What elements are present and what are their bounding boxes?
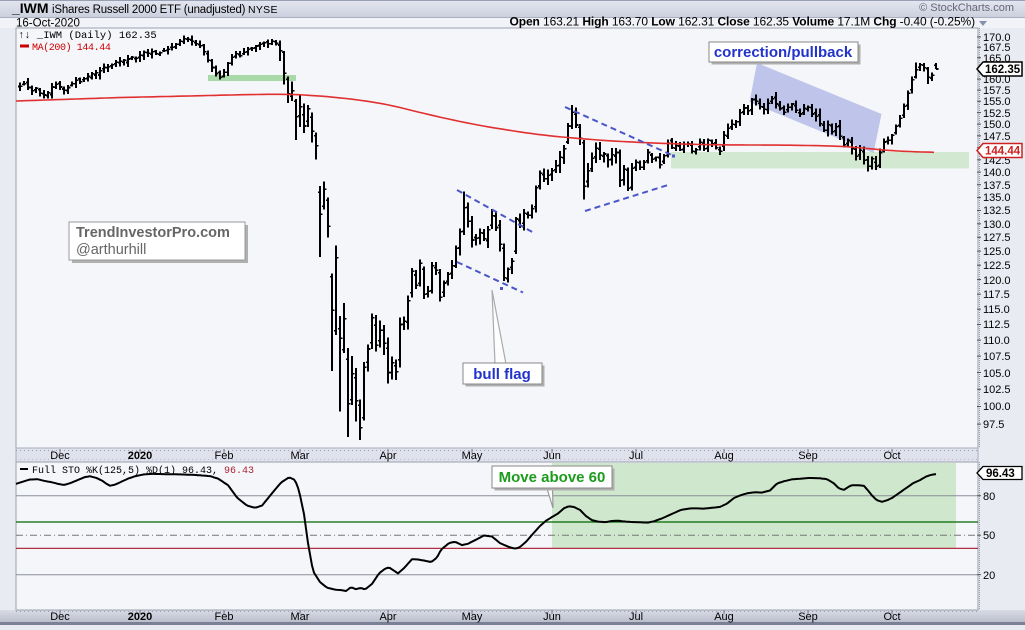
svg-text:Mar: Mar — [291, 450, 310, 462]
svg-text:Full STO %K(125,5) %D(1) 96.43: Full STO %K(125,5) %D(1) 96.43, 96.43 — [32, 465, 254, 477]
svg-text:Jul: Jul — [629, 450, 643, 462]
svg-text:16-Oct-2020: 16-Oct-2020 — [16, 18, 80, 30]
svg-text:140.0: 140.0 — [983, 167, 1011, 179]
svg-text:132.5: 132.5 — [983, 205, 1011, 217]
svg-text:Sep: Sep — [798, 611, 818, 623]
svg-text:50: 50 — [983, 530, 995, 542]
svg-text:96.43: 96.43 — [986, 468, 1015, 480]
svg-text:135.0: 135.0 — [983, 192, 1011, 204]
svg-text:Feb: Feb — [215, 450, 234, 462]
svg-text:Apr: Apr — [379, 611, 396, 623]
svg-text:120.0: 120.0 — [983, 275, 1011, 287]
svg-text:2020: 2020 — [128, 450, 152, 462]
svg-text:Sep: Sep — [798, 450, 818, 462]
svg-text:127.5: 127.5 — [983, 232, 1011, 244]
svg-text:130.0: 130.0 — [983, 219, 1011, 231]
svg-text:_IWM: _IWM — [11, 0, 49, 16]
svg-text:MA(200) 144.44: MA(200) 144.44 — [32, 42, 111, 54]
svg-text:105.0: 105.0 — [983, 368, 1011, 380]
svg-text:Mar: Mar — [291, 611, 310, 623]
svg-text:Open 163.21 High 163.70 Low 16: Open 163.21 High 163.70 Low 162.31 Close… — [509, 15, 975, 29]
svg-text:2020: 2020 — [128, 611, 152, 623]
svg-text:Feb: Feb — [215, 611, 234, 623]
svg-text:© StockCharts.com: © StockCharts.com — [919, 2, 1014, 14]
svg-text:157.5: 157.5 — [983, 85, 1011, 97]
svg-text:137.5: 137.5 — [983, 180, 1011, 192]
svg-text:125.0: 125.0 — [983, 246, 1011, 258]
svg-text:150.0: 150.0 — [983, 119, 1011, 131]
svg-text:TrendInvestorPro.com: TrendInvestorPro.com — [76, 225, 230, 241]
svg-text:Jun: Jun — [543, 450, 561, 462]
svg-text:20: 20 — [983, 570, 995, 582]
svg-text:Apr: Apr — [379, 450, 396, 462]
svg-text:155.0: 155.0 — [983, 96, 1011, 108]
svg-text:97.5: 97.5 — [983, 419, 1004, 431]
svg-text:107.5: 107.5 — [983, 351, 1011, 363]
svg-text:bull flag: bull flag — [473, 366, 531, 383]
svg-text:Move above 60: Move above 60 — [499, 469, 606, 486]
svg-text:162.35: 162.35 — [985, 64, 1021, 76]
svg-text:117.5: 117.5 — [983, 289, 1010, 301]
svg-text:NYSE: NYSE — [248, 4, 278, 16]
svg-text:152.5: 152.5 — [983, 108, 1011, 120]
svg-text:112.5: 112.5 — [983, 319, 1010, 331]
svg-text:144.44: 144.44 — [985, 146, 1021, 158]
svg-text:Oct: Oct — [883, 450, 900, 462]
svg-text:correction/pullback: correction/pullback — [714, 44, 853, 61]
svg-text:122.5: 122.5 — [983, 260, 1011, 272]
svg-text:100.0: 100.0 — [983, 401, 1011, 413]
svg-text:102.5: 102.5 — [983, 384, 1011, 396]
svg-text:147.5: 147.5 — [983, 131, 1011, 143]
svg-text:170.0: 170.0 — [983, 32, 1011, 44]
svg-text:Jul: Jul — [629, 611, 643, 623]
svg-text:Oct: Oct — [883, 611, 900, 623]
svg-text:Aug: Aug — [714, 450, 734, 462]
svg-text:167.5: 167.5 — [983, 42, 1011, 54]
svg-text:80: 80 — [983, 491, 995, 503]
svg-text:Dec: Dec — [50, 611, 70, 623]
svg-text:Aug: Aug — [714, 611, 734, 623]
svg-text:160.0: 160.0 — [983, 74, 1011, 86]
svg-text:Jun: Jun — [543, 611, 561, 623]
svg-text:iShares Russell 2000 ETF (unad: iShares Russell 2000 ETF (unadjusted) — [52, 4, 246, 16]
svg-text:May: May — [462, 611, 483, 623]
svg-text:@arthurhill: @arthurhill — [76, 242, 146, 258]
svg-text:May: May — [462, 450, 483, 462]
svg-text:110.0: 110.0 — [983, 335, 1010, 347]
svg-text:115.0: 115.0 — [983, 304, 1010, 316]
svg-text:Dec: Dec — [50, 450, 70, 462]
svg-text:↑↓ _IWM (Daily) 162.35: ↑↓ _IWM (Daily) 162.35 — [18, 30, 157, 42]
